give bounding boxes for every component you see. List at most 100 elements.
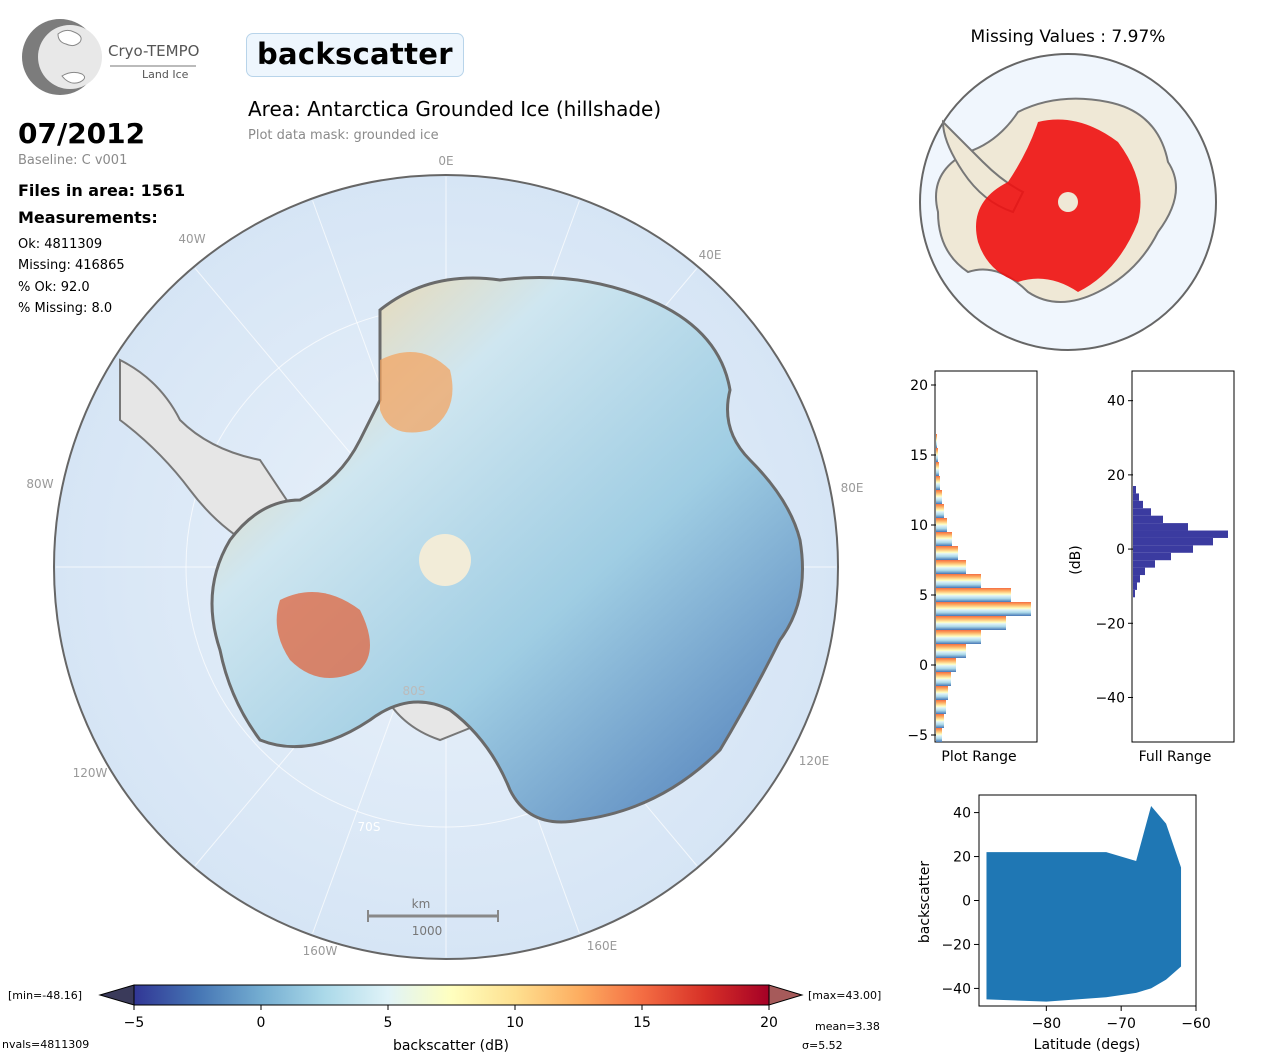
histogram-bar xyxy=(936,574,981,588)
missing-values-map xyxy=(919,53,1217,351)
lon-label-160e: 160E xyxy=(587,939,618,953)
colorbar-max-label: [max=43.00] xyxy=(808,989,881,1002)
histogram-tick-label: 0 xyxy=(1116,542,1125,558)
lon-label-40w: 40W xyxy=(178,232,205,246)
stat-pct-missing: % Missing: 8.0 xyxy=(18,301,113,316)
full-range-ylabel: (dB) xyxy=(1068,545,1084,574)
histogram-tick-label: 0 xyxy=(919,658,928,674)
histogram-bar xyxy=(936,588,1011,602)
histogram-bar xyxy=(1133,486,1136,494)
scatter-xtick-label: −60 xyxy=(1181,1016,1211,1032)
lon-label-40e: 40E xyxy=(699,248,722,262)
histogram-tick-label: −40 xyxy=(1095,690,1125,706)
hot-region-west xyxy=(276,592,370,678)
stat-ok: Ok: 4811309 xyxy=(18,237,103,252)
colorbar-label: backscatter (dB) xyxy=(393,1038,509,1054)
scale-bar: km 1000 xyxy=(367,897,499,938)
lon-label-160w: 160W xyxy=(303,944,338,958)
colorbar-min-label: [min=-48.16] xyxy=(8,989,82,1002)
colorbar-tick-label: 20 xyxy=(760,1015,778,1031)
area-title: Area: Antarctica Grounded Ice (hillshade… xyxy=(248,97,662,121)
histogram-bar xyxy=(936,490,942,504)
lon-label-0e: 0E xyxy=(438,154,453,168)
histogram-bar xyxy=(936,448,938,462)
histogram-tick-label: −5 xyxy=(907,728,928,744)
colorbar-min-arrow xyxy=(98,984,135,1006)
colorbar-tick-label: 5 xyxy=(384,1015,393,1031)
antarctica-map: 0E 40W 40E 80W 80E 120W 120E 160W 160E 8… xyxy=(26,154,863,960)
variable-title: backscatter xyxy=(246,33,464,77)
scatter-xtick-label: −70 xyxy=(1106,1016,1136,1032)
histogram-tick-label: 10 xyxy=(910,518,928,534)
histogram-bar xyxy=(936,434,937,448)
histogram-bar xyxy=(936,630,981,644)
histogram-bar xyxy=(1133,582,1137,590)
histogram-bar xyxy=(936,616,1006,630)
plot-range-histogram: −5 0 5 10 15 20 Plot Range xyxy=(907,370,1038,765)
files-count: Files in area: 1561 xyxy=(18,181,186,200)
scatter-ylabel: backscatter xyxy=(917,861,933,943)
stat-missing: Missing: 416865 xyxy=(18,258,125,273)
logo-main-text: Cryo-TEMPO xyxy=(108,42,199,60)
histogram-bar xyxy=(936,532,952,546)
full-range-label: Full Range xyxy=(1139,749,1212,765)
histogram-bar xyxy=(1133,493,1139,501)
histogram-bar xyxy=(936,644,966,658)
histogram-bar xyxy=(1133,589,1135,598)
histogram-tick-label: 15 xyxy=(910,448,928,464)
histogram-bar xyxy=(936,700,946,714)
measurements-heading: Measurements: xyxy=(18,208,158,227)
lat-label-70s: 70S xyxy=(358,820,381,834)
scatter-xlabel: Latitude (degs) xyxy=(1034,1037,1141,1053)
scatter-ytick-label: −40 xyxy=(941,981,971,997)
scale-value: 1000 xyxy=(412,924,443,938)
scatter-ytick-label: 20 xyxy=(953,850,971,866)
histogram-bar xyxy=(936,602,1031,616)
histogram-bar xyxy=(1133,523,1188,531)
logo-sub-text: Land Ice xyxy=(142,68,189,81)
histogram-bar xyxy=(936,546,958,560)
histogram-bar xyxy=(936,476,940,490)
baseline-label: Baseline: C v001 xyxy=(18,153,128,168)
scatter-xtick-label: −80 xyxy=(1032,1016,1062,1032)
lon-label-80w: 80W xyxy=(26,477,53,491)
histogram-bar xyxy=(1133,545,1193,553)
full-range-histogram: −40 −20 0 20 40 (dB) Full Range xyxy=(1068,370,1235,765)
histogram-bar xyxy=(1133,575,1140,583)
histogram-bar xyxy=(1133,537,1213,546)
plot-range-label: Plot Range xyxy=(941,749,1016,765)
scatter-ytick-label: −20 xyxy=(941,937,971,953)
scatter-point-cloud xyxy=(986,805,1182,1002)
histogram-bar xyxy=(936,728,942,742)
histogram-tick-label: −20 xyxy=(1095,616,1125,632)
histogram-bar xyxy=(936,672,951,686)
scatter-ytick-label: 40 xyxy=(953,806,971,822)
histogram-tick-label: 40 xyxy=(1107,394,1125,410)
histogram-bar xyxy=(936,518,947,532)
histogram-bar xyxy=(936,658,956,672)
scale-unit: km xyxy=(412,897,431,911)
mask-note: Plot data mask: grounded ice xyxy=(248,128,439,143)
colorbar-tick-label: 10 xyxy=(506,1015,524,1031)
histogram-bar xyxy=(1133,552,1171,561)
missing-values-title: Missing Values : 7.97% xyxy=(970,27,1166,47)
stat-pct-ok: % Ok: 92.0 xyxy=(18,280,90,295)
histogram-bar xyxy=(936,462,939,476)
histogram-bar xyxy=(1133,508,1151,516)
lon-label-120e: 120E xyxy=(799,754,830,768)
histogram-bar xyxy=(1133,530,1228,538)
colorbar-tick-label: −5 xyxy=(124,1015,145,1031)
lon-label-120w: 120W xyxy=(73,766,108,780)
colorbar-bar xyxy=(133,984,770,1006)
pole-hole xyxy=(419,534,471,586)
cryo-tempo-logo: Cryo-TEMPO Land Ice xyxy=(18,16,208,100)
histogram-bar xyxy=(936,714,944,728)
scatter-ytick-label: 0 xyxy=(962,894,971,910)
histogram-tick-label: 20 xyxy=(1107,468,1125,484)
histogram-bar xyxy=(936,504,944,518)
latitude-scatter: −40 −20 0 20 40 −80 −70 −60 backscatter Latitud… xyxy=(917,794,1211,1053)
hot-region-north xyxy=(380,352,453,433)
histogram-bar xyxy=(1133,515,1163,524)
histogram-tick-label: 20 xyxy=(910,378,928,394)
histogram-bar xyxy=(936,686,948,700)
